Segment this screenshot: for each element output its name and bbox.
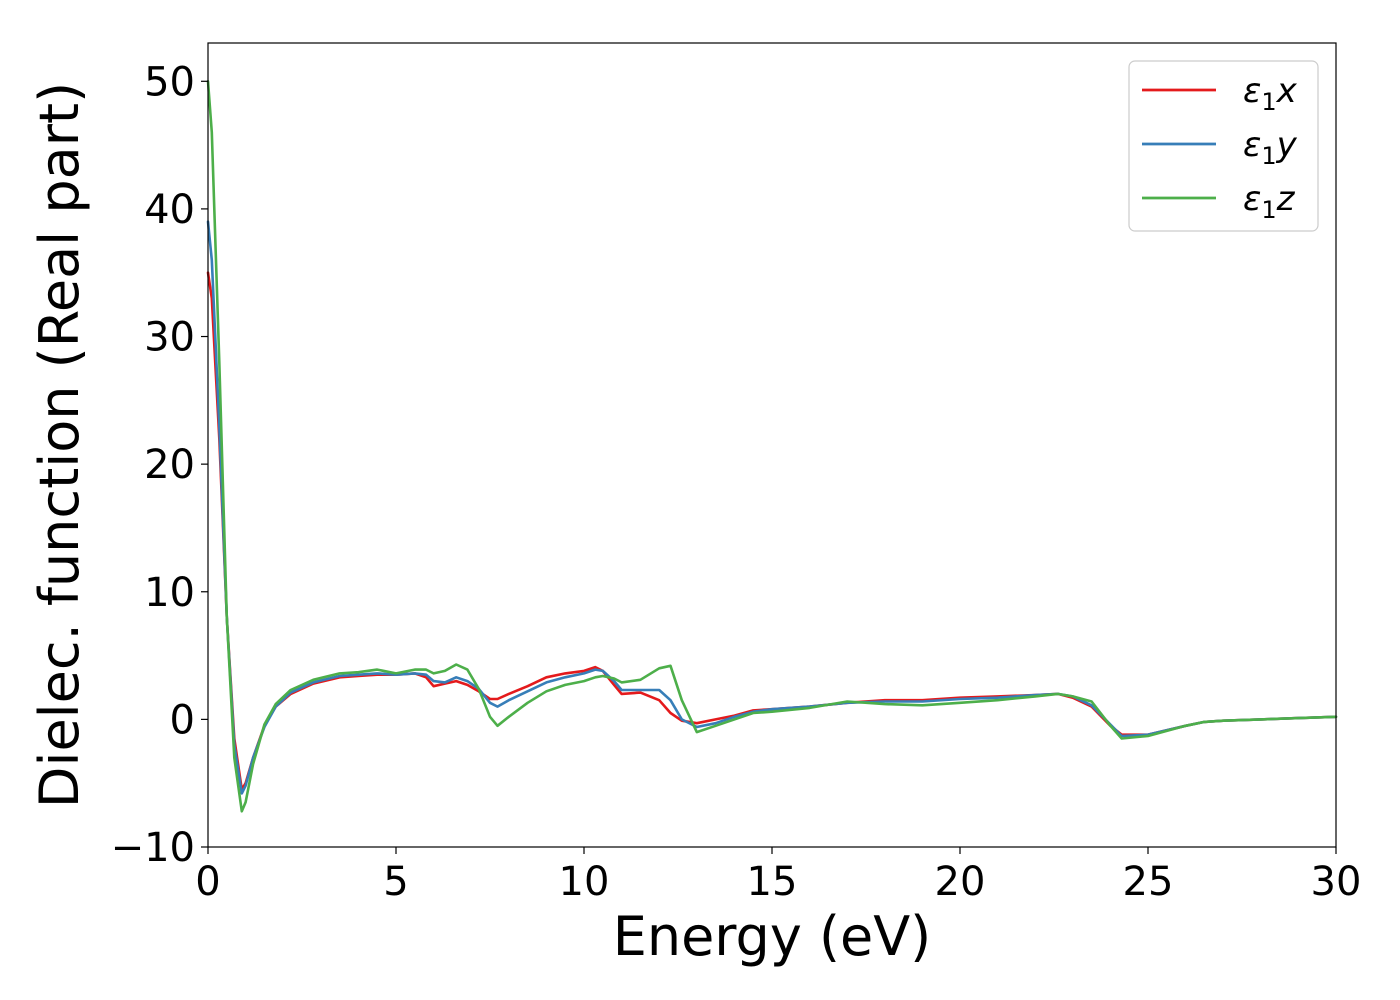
- series-layer: [206, 80, 1338, 813]
- y-tick-label: 10: [144, 570, 195, 616]
- legend-box: [1128, 60, 1319, 232]
- y-tick-label: 50: [144, 59, 195, 105]
- legend-label-z: ε1z: [1243, 179, 1296, 224]
- y-axis: −10 0 10 20 30 40 50: [111, 59, 208, 871]
- x-tick-label: 15: [747, 859, 798, 905]
- x-axis: 0 5 10 15 20 25 30: [195, 847, 1361, 905]
- x-tick-label: 0: [195, 859, 220, 905]
- y-axis-title: Dielec. function (Real part): [28, 82, 91, 808]
- y-tick-label: 40: [144, 187, 195, 233]
- x-tick-label: 30: [1311, 859, 1362, 905]
- legend-label-y: ε1y: [1243, 125, 1298, 170]
- x-tick-label: 5: [383, 859, 408, 905]
- y-tick-label: 20: [144, 442, 195, 488]
- series-line-z: [206, 80, 1338, 813]
- y-tick-label: −10: [111, 825, 195, 871]
- y-tick-label: 30: [144, 315, 195, 361]
- x-tick-label: 10: [559, 859, 610, 905]
- x-axis-title: Energy (eV): [613, 905, 932, 968]
- legend: ε1x ε1y ε1z: [1128, 60, 1319, 232]
- y-tick-label: 0: [170, 697, 195, 743]
- legend-label-x: ε1x: [1243, 71, 1298, 116]
- x-tick-label: 25: [1123, 859, 1174, 905]
- x-tick-label: 20: [935, 859, 986, 905]
